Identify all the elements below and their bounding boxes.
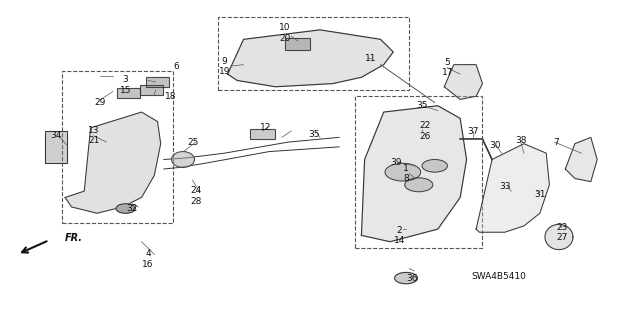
Text: 32: 32 (126, 204, 138, 213)
Bar (62, 71, 173, 223)
Polygon shape (172, 152, 195, 167)
Text: 29: 29 (95, 98, 106, 107)
Text: 7: 7 (553, 137, 559, 147)
Text: 13
21: 13 21 (88, 126, 100, 145)
Polygon shape (65, 112, 161, 213)
Text: 33: 33 (499, 182, 511, 191)
Text: 11: 11 (365, 54, 377, 63)
Bar (45, 131, 67, 163)
Text: 9
19: 9 19 (219, 56, 230, 76)
Text: FR.: FR. (65, 233, 83, 243)
Circle shape (116, 204, 135, 213)
Bar (285, 38, 310, 50)
Text: 30: 30 (490, 141, 501, 150)
Bar (146, 77, 169, 87)
Text: 12: 12 (260, 123, 271, 132)
Polygon shape (362, 106, 467, 242)
Text: 18: 18 (164, 92, 176, 101)
Text: 36: 36 (406, 274, 418, 283)
Text: 5
17: 5 17 (442, 58, 453, 78)
Text: 23
27: 23 27 (556, 223, 568, 242)
Polygon shape (444, 65, 483, 100)
Text: 25: 25 (187, 137, 198, 147)
Circle shape (404, 178, 433, 192)
Text: 1
8: 1 8 (403, 164, 409, 183)
Bar (117, 88, 140, 98)
Text: 38: 38 (515, 136, 527, 145)
Bar (355, 96, 483, 248)
Text: 39: 39 (390, 158, 402, 167)
Bar (146, 77, 169, 87)
Text: 37: 37 (467, 127, 479, 136)
Text: 10
20: 10 20 (279, 23, 291, 43)
Bar (250, 130, 275, 139)
Text: 6: 6 (173, 62, 179, 71)
Text: 24
28: 24 28 (190, 186, 202, 205)
Bar (45, 131, 67, 163)
Text: 35: 35 (416, 101, 428, 110)
Circle shape (385, 163, 420, 181)
Text: 2
14: 2 14 (394, 226, 405, 245)
Text: 34: 34 (50, 131, 61, 140)
Bar (140, 85, 163, 95)
Text: 35: 35 (308, 130, 319, 139)
Polygon shape (565, 137, 597, 182)
Polygon shape (228, 30, 394, 87)
Bar (250, 130, 275, 139)
Text: 3
15: 3 15 (120, 76, 131, 95)
Bar (285, 38, 310, 50)
Bar (117, 88, 140, 98)
Bar (140, 85, 163, 95)
Circle shape (394, 272, 417, 284)
Text: 4
16: 4 16 (142, 249, 154, 269)
Bar (218, 17, 409, 90)
Circle shape (422, 160, 447, 172)
Polygon shape (476, 144, 549, 232)
Text: SWA4B5410: SWA4B5410 (471, 272, 526, 281)
Text: 22
26: 22 26 (419, 121, 431, 141)
Polygon shape (545, 224, 573, 249)
Text: 31: 31 (534, 190, 545, 199)
